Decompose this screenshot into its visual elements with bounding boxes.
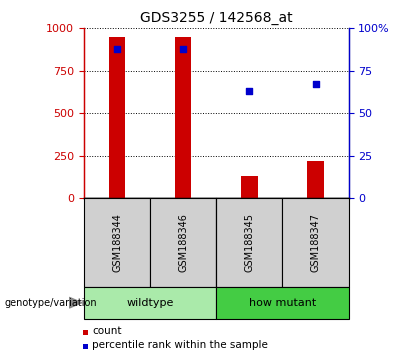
- Bar: [109, 37, 125, 198]
- Bar: [83, 344, 88, 349]
- Text: percentile rank within the sample: percentile rank within the sample: [92, 340, 268, 350]
- Text: GSM188347: GSM188347: [310, 213, 320, 272]
- Text: how mutant: how mutant: [249, 298, 316, 308]
- Bar: [307, 161, 324, 198]
- Polygon shape: [69, 297, 82, 308]
- Bar: [216, 198, 283, 287]
- Text: GSM188345: GSM188345: [244, 213, 255, 272]
- Text: GSM188346: GSM188346: [178, 213, 188, 272]
- Point: [246, 88, 253, 94]
- Point: [312, 81, 319, 87]
- Bar: [150, 198, 216, 287]
- Bar: [84, 287, 216, 319]
- Bar: [241, 176, 257, 198]
- Text: count: count: [92, 326, 122, 336]
- Bar: [175, 37, 192, 198]
- Point: [180, 46, 186, 52]
- Bar: [84, 198, 150, 287]
- Text: genotype/variation: genotype/variation: [4, 298, 97, 308]
- Text: GSM188344: GSM188344: [112, 213, 122, 272]
- Bar: [216, 287, 349, 319]
- Bar: [282, 198, 349, 287]
- Text: wildtype: wildtype: [126, 298, 174, 308]
- Title: GDS3255 / 142568_at: GDS3255 / 142568_at: [140, 11, 293, 24]
- Point: [114, 46, 121, 52]
- Bar: [83, 330, 88, 335]
